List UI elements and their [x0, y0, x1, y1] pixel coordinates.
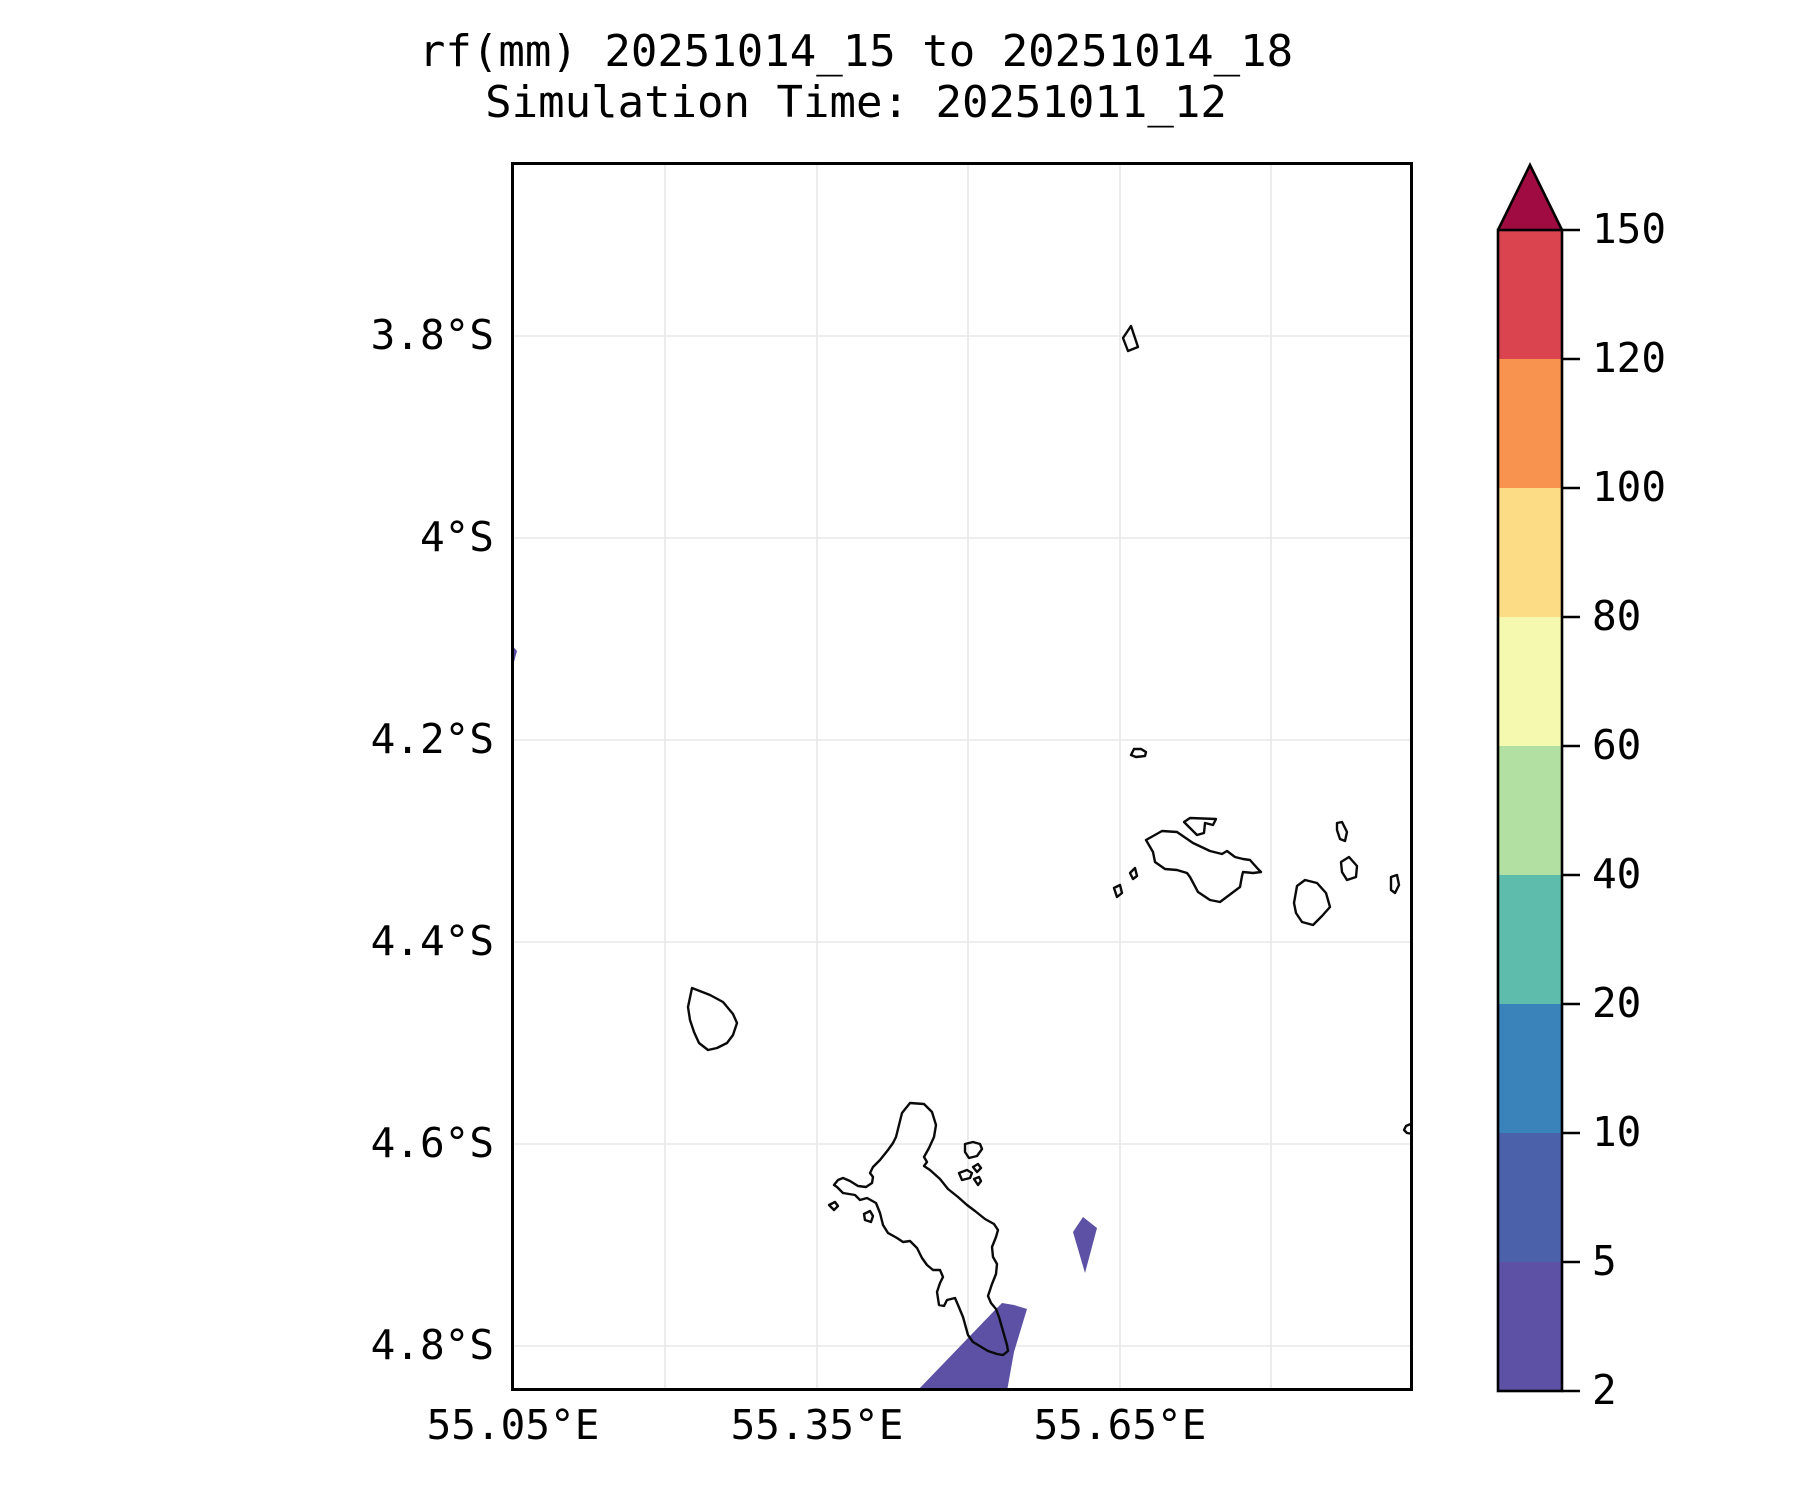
colorbar-segment-100–120	[1498, 359, 1562, 488]
colorbar-tick-label: 120	[1592, 334, 1667, 382]
rain-patch-south-of-mahe	[917, 1303, 1027, 1391]
map-svg	[511, 162, 1413, 1391]
island-outline-speck-west-2	[1128, 866, 1139, 881]
y-tick-label: 4.2°S	[370, 715, 494, 763]
island-outline-marianne	[1339, 855, 1359, 882]
island-outline-felicite	[1335, 820, 1349, 843]
island-outline-fregate-edge	[1402, 1121, 1413, 1136]
y-tick-label: 4.6°S	[370, 1119, 494, 1167]
y-tick-label: 4.4°S	[370, 917, 494, 965]
island-outline-islet-ne-1	[971, 1162, 983, 1174]
colorbar-segment-5–10	[1498, 1133, 1562, 1262]
colorbar-segment-2–5	[1498, 1262, 1562, 1391]
colorbar-tick-label: 40	[1592, 850, 1642, 898]
x-tick-label: 55.35°E	[730, 1401, 904, 1449]
island-outline-conception	[862, 1209, 875, 1224]
island-outline-la-digue	[1292, 878, 1332, 927]
colorbar-tick-label: 10	[1592, 1108, 1642, 1156]
island-outline-silhouette	[686, 986, 739, 1052]
rain-patch-offshore-se-kite	[1073, 1217, 1097, 1273]
colorbar-segment-10–20	[1498, 1004, 1562, 1133]
y-tick-label: 4°S	[419, 513, 494, 561]
colorbar-segment-20–40	[1498, 875, 1562, 1004]
island-outline-cerf	[957, 1168, 974, 1182]
rain-patch-west-edge-sliver	[511, 644, 517, 663]
chart-title: rf(mm) 20251014_15 to 20251014_18	[418, 26, 1294, 77]
island-outline-aride	[1129, 747, 1148, 759]
chart-subtitle: Simulation Time: 20251011_12	[485, 77, 1227, 128]
x-tick-label: 55.05°E	[426, 1401, 600, 1449]
colorbar-tick-label: 150	[1592, 205, 1667, 253]
colorbar-segment-40–60	[1498, 746, 1562, 875]
island-outline-mahe	[832, 1101, 1010, 1357]
colorbar-arrow-outline	[1496, 162, 1564, 231]
island-outline-therese	[827, 1200, 840, 1212]
island-outline-praslin	[1144, 829, 1263, 904]
island-outline-speck-west-1	[1112, 883, 1124, 899]
island-outline-ste-anne	[963, 1140, 984, 1160]
x-tick-label: 55.65°E	[1033, 1401, 1207, 1449]
chart-title-block: rf(mm) 20251014_15 to 20251014_18 Simula…	[419, 26, 1293, 128]
island-outline-denis	[1121, 324, 1140, 353]
colorbar-outline	[1496, 228, 1564, 1393]
colorbar-tick-label: 60	[1592, 721, 1642, 769]
colorbar-segment-60–80	[1498, 617, 1562, 746]
island-outline-curieuse	[1182, 816, 1218, 837]
y-tick-label: 3.8°S	[370, 311, 494, 359]
y-tick-label: 4.8°S	[370, 1321, 494, 1369]
colorbar-tick-label: 2	[1592, 1366, 1617, 1414]
colorbar-tick-label: 5	[1592, 1237, 1617, 1285]
colorbar-over-arrow	[1498, 165, 1562, 230]
island-outline-islet-ne-2	[972, 1175, 983, 1187]
colorbar-segment-80–100	[1498, 488, 1562, 617]
colorbar-tick-label: 20	[1592, 979, 1642, 1027]
colorbar-tick-label: 100	[1592, 463, 1667, 511]
colorbar-svg	[1496, 162, 1580, 1393]
colorbar-segment-120–150	[1498, 230, 1562, 359]
island-outline-islet-east	[1389, 873, 1401, 895]
colorbar-tick-label: 80	[1592, 592, 1642, 640]
